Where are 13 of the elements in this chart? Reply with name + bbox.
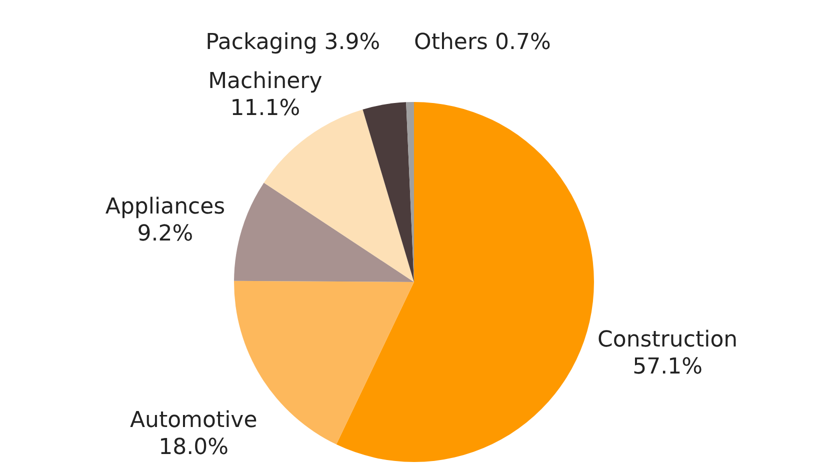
data-label: 11.1% xyxy=(230,96,300,122)
slice-label: Appliances xyxy=(105,194,226,220)
data-label: 9.2% xyxy=(137,221,194,246)
pie-slice xyxy=(234,182,414,282)
slice-label: Packaging 3.9% xyxy=(206,30,380,55)
slice-label: Others 0.7% xyxy=(414,30,551,55)
data-label: 18.0% xyxy=(158,434,229,460)
data-label: 57.1% xyxy=(632,354,703,380)
pie-slice xyxy=(336,102,594,462)
slice-label: Machinery xyxy=(208,69,322,94)
slice-label: Automotive xyxy=(130,408,258,433)
pie-slice xyxy=(362,102,414,282)
slice-label: Construction xyxy=(598,328,738,353)
